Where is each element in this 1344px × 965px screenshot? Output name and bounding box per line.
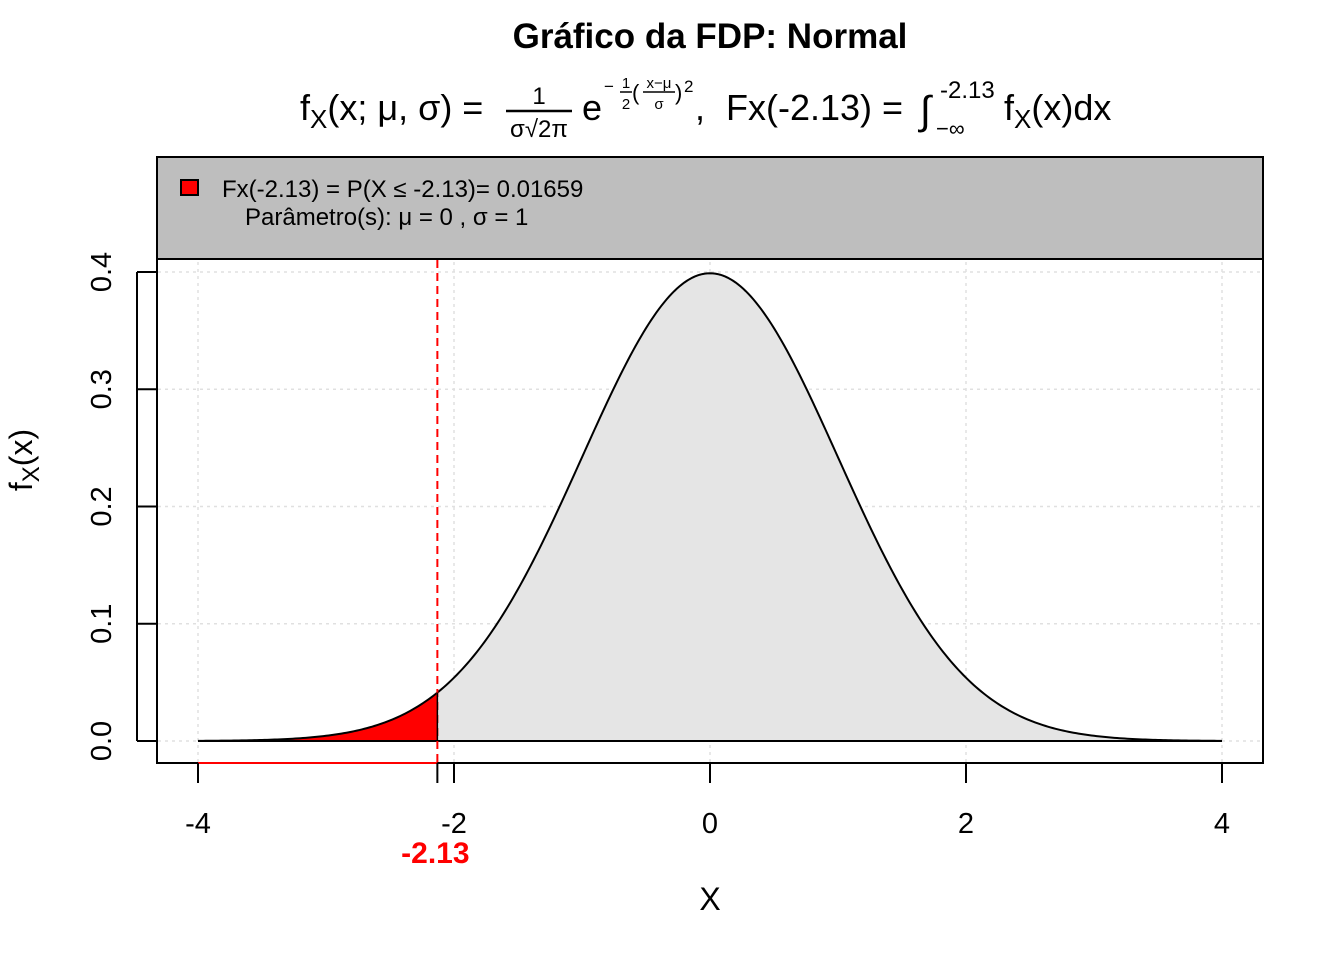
- formula-integral: ∫: [918, 89, 934, 133]
- x-tick-label: 2: [958, 808, 974, 840]
- x-tick-label: -4: [185, 808, 211, 840]
- y-tick-label: 0.4: [86, 252, 118, 292]
- y-tick-label: 0.2: [86, 486, 118, 526]
- formula-integrand: f: [1004, 87, 1015, 128]
- formula-lhs: f: [300, 87, 311, 128]
- pdf-body-area: [437, 273, 1222, 741]
- x-tick-label: 4: [1214, 808, 1230, 840]
- formula-cdf-lhs: Fx(-2.13) =: [726, 87, 903, 128]
- x-tick-label: 0: [702, 808, 718, 840]
- formula-exp-inner-num: x−μ: [647, 75, 672, 92]
- formula-exp-frac-den: 2: [622, 96, 630, 113]
- formula-lhs-sub: X: [310, 104, 327, 134]
- x-axis-label: X: [699, 881, 720, 917]
- formula-exp-base: e: [582, 87, 602, 128]
- y-tick-label: 0.3: [86, 369, 118, 409]
- legend-line2: Parâmetro(s): μ = 0 , σ = 1: [245, 204, 528, 231]
- chart-title: Gráfico da FDP: Normal: [513, 17, 908, 56]
- svg-text:fX(x)dx: fX(x)dx: [1004, 87, 1111, 134]
- y-axis-label: fX(x): [3, 429, 45, 491]
- y-tick-label: 0.1: [86, 604, 118, 644]
- formula-int-upper: -2.13: [940, 77, 995, 104]
- legend-swatch: [180, 179, 199, 196]
- y-tick-label: 0.0: [86, 721, 118, 761]
- legend: Fx(-2.13) = P(X ≤ -2.13)= 0.01659 Parâme…: [156, 156, 1264, 260]
- cutoff-label: -2.13: [401, 837, 469, 870]
- formula-lhs-args: (x; μ, σ) =: [327, 87, 483, 128]
- formula-frac-num: 1: [532, 83, 545, 110]
- pdf-curve: [197, 272, 1223, 742]
- formula-separator: ,: [695, 87, 705, 128]
- formula-subtitle: fX(x; μ, σ) = 1 σ√2π e − 1 2 ( x−μ σ ) 2…: [300, 75, 1111, 143]
- svg-text:(: (: [632, 80, 640, 105]
- formula-exp-inner-den: σ: [654, 96, 664, 113]
- formula-exp-power: 2: [684, 77, 693, 96]
- formula-frac-den: σ√2π: [510, 116, 568, 143]
- svg-text:fX(x; μ, σ) =: fX(x; μ, σ) =: [300, 87, 483, 134]
- x-axis: -4 -2 0 2 4: [185, 763, 1230, 840]
- legend-line1: Fx(-2.13) = P(X ≤ -2.13)= 0.01659: [222, 176, 583, 203]
- x-tick-label: -2: [441, 808, 467, 840]
- formula-exp-frac-num: 1: [622, 75, 630, 92]
- shaded-tail-area: [198, 692, 438, 741]
- svg-text:): ): [675, 80, 682, 105]
- y-axis: 0.0 0.1 0.2 0.3 0.4: [86, 252, 157, 761]
- formula-int-lower: −∞: [936, 116, 965, 141]
- formula-exp-sign: −: [604, 77, 614, 96]
